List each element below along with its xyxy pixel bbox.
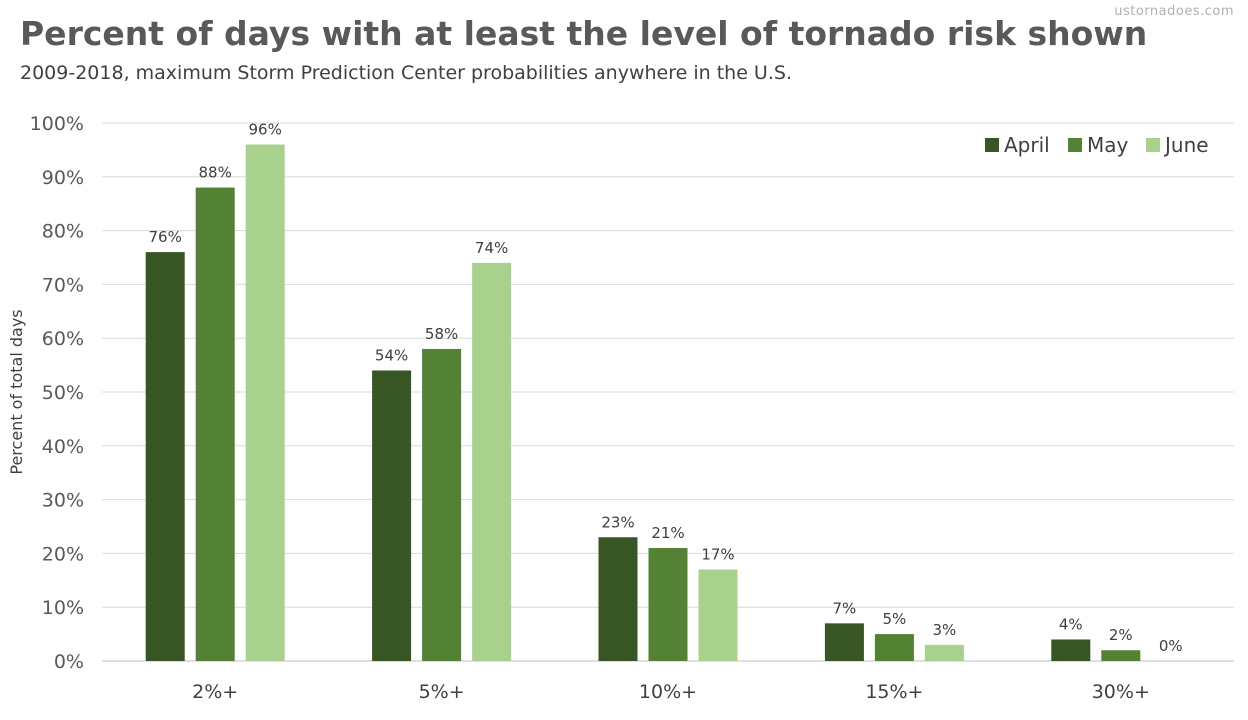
data-label: 3% [933,621,957,639]
data-label: 74% [475,239,508,257]
legend-swatch-june [1146,138,1160,152]
legend-swatch-april [985,138,999,152]
legend-swatch-may [1068,138,1082,152]
chart-title: Percent of days with at least the level … [20,14,1148,53]
y-tick-label: 50% [42,382,84,404]
y-tick-label: 70% [42,274,84,296]
y-tick-label: 90% [42,167,84,189]
bar-may [874,634,914,661]
y-tick-label: 40% [42,436,84,458]
x-axis-categories: 2%+ 5%+ 10%+ 15%+ 30%+ [192,681,1150,703]
bar-june [924,644,964,661]
x-category-label: 30%+ [1092,681,1150,703]
data-label: 58% [425,325,458,343]
bar-june [698,569,738,661]
x-category-label: 2%+ [192,681,238,703]
data-label: 54% [375,346,408,364]
y-axis-label: Percent of total days [7,309,26,474]
bar-april [824,623,864,661]
y-tick-label: 20% [42,543,84,565]
x-category-label: 15%+ [865,681,923,703]
y-tick-label: 100% [30,113,84,135]
bar-april [598,537,638,661]
data-label: 76% [149,228,182,246]
watermark: ustornadoes.com [1114,4,1234,19]
data-label: 23% [601,513,634,531]
data-label: 88% [199,164,232,182]
x-category-label: 10%+ [639,681,697,703]
legend-label-june: June [1163,133,1209,157]
data-label: 0% [1159,637,1183,655]
bars [145,144,1141,661]
data-label: 21% [651,524,684,542]
bar-april [145,252,185,661]
chart-subtitle: 2009-2018, maximum Storm Prediction Cent… [20,62,792,84]
legend: April May June [985,133,1209,157]
x-category-label: 5%+ [419,681,465,703]
bar-may [195,187,235,661]
y-tick-label: 0% [54,651,84,673]
data-label: 17% [701,546,734,564]
data-label: 7% [833,599,857,617]
data-label: 5% [883,610,907,628]
bar-may [1101,650,1141,661]
bar-april [1051,639,1091,661]
data-label: 4% [1059,615,1083,633]
y-tick-label: 10% [42,597,84,619]
data-label: 96% [249,121,282,139]
bar-may [422,348,462,661]
legend-label-april: April [1004,133,1050,157]
y-tick-label: 30% [42,490,84,512]
y-tick-label: 60% [42,328,84,350]
data-label: 2% [1109,626,1133,644]
bar-june [472,262,512,661]
y-tick-label: 80% [42,221,84,243]
gridlines [102,122,1234,662]
y-axis-ticks: 0% 10% 20% 30% 40% 50% 60% 70% 80% 90% 100% [30,113,84,673]
legend-label-may: May [1087,133,1129,157]
bar-may [648,548,688,661]
data-labels: 76% 88% 96% 54% 58% 74% 23% 21% 17% 7% 5% 3% 4% 2% 0% [149,121,1183,655]
bar-april [372,370,412,661]
bar-june [245,144,285,661]
